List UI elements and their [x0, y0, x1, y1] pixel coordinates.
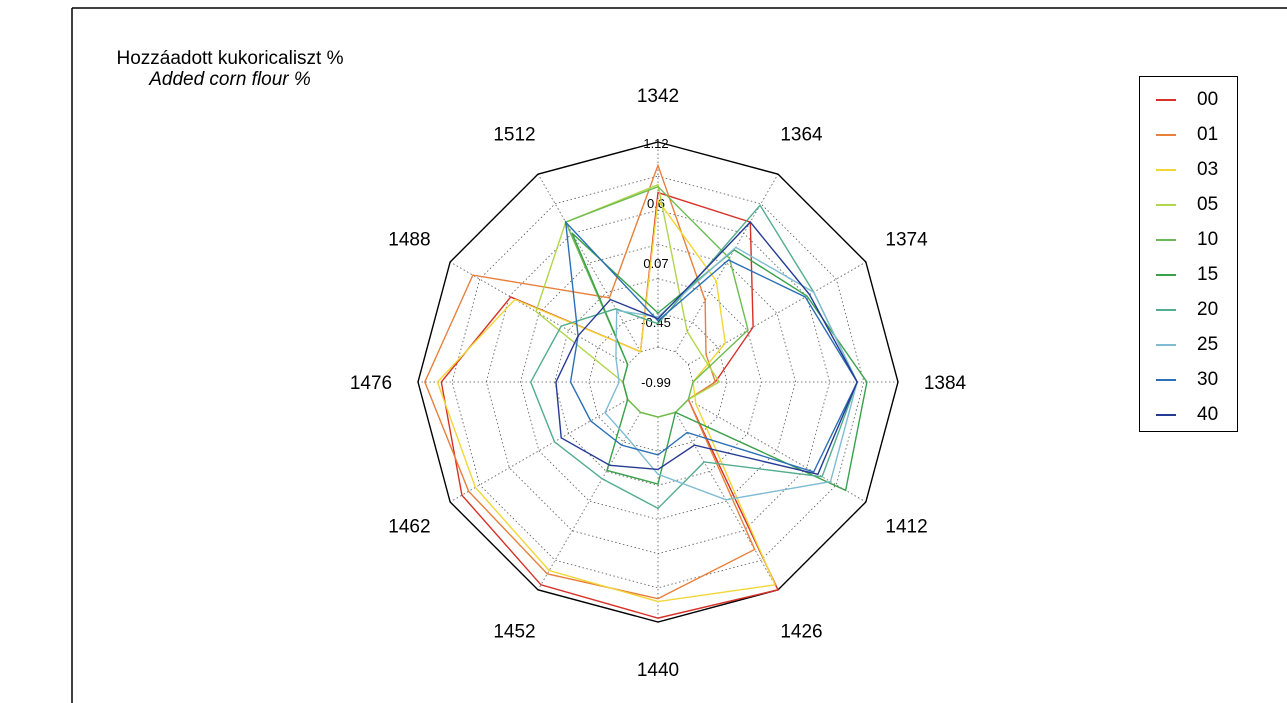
series-line-00	[440, 191, 780, 619]
legend-swatch	[1156, 99, 1176, 101]
series-line-01	[424, 163, 756, 600]
axis-label-1374: 1374	[885, 230, 928, 251]
legend-label: 05	[1197, 194, 1219, 215]
legend-swatch	[1156, 309, 1176, 311]
axis-label-1512: 1512	[493, 124, 535, 145]
legend-swatch	[1156, 169, 1176, 171]
legend-swatch	[1156, 379, 1176, 381]
radial-tick-label: 0.07	[643, 256, 668, 271]
legend-label: 30	[1197, 369, 1219, 390]
legend-swatch	[1156, 344, 1176, 346]
outer-polygon	[417, 141, 899, 623]
chart-title: Hozzáadott kukoricaliszt %	[116, 48, 344, 69]
chart-subtitle: Added corn flour %	[149, 69, 311, 90]
legend-item-15: 15	[1140, 257, 1239, 292]
axis-label-1384: 1384	[924, 373, 967, 394]
legend-label: 25	[1197, 334, 1219, 355]
axis-label-1462: 1462	[388, 517, 430, 538]
series-line-03	[436, 198, 777, 603]
series-line-15	[571, 232, 868, 492]
series-line-40	[555, 221, 858, 476]
axis-labels: 1342 1364 1374 1384 1412 1426 1440 1452 1462 1476…	[350, 86, 967, 681]
axis-label-1426: 1426	[780, 622, 822, 643]
legend-swatch	[1156, 239, 1176, 241]
legend-label: 15	[1197, 264, 1219, 285]
legend-swatch	[1156, 414, 1176, 416]
legend-label: 20	[1197, 299, 1219, 320]
radar-grid	[417, 141, 899, 623]
radial-tick-label: 1.12	[643, 136, 668, 151]
legend: 00 01 03 05 10 15 20 25 30 40	[1139, 76, 1238, 432]
axis-label-1364: 1364	[780, 124, 823, 145]
axis-label-1452: 1452	[493, 622, 535, 643]
series-lines	[424, 163, 868, 619]
axis-label-1488: 1488	[388, 230, 430, 251]
legend-item-10: 10	[1140, 222, 1239, 257]
series-line-30	[564, 220, 858, 473]
legend-swatch	[1156, 134, 1176, 136]
legend-item-03: 03	[1140, 152, 1239, 187]
legend-item-05: 05	[1140, 187, 1239, 222]
legend-label: 40	[1197, 404, 1219, 425]
legend-item-01: 01	[1140, 117, 1239, 152]
axis-label-1440: 1440	[637, 660, 679, 681]
legend-item-40: 40	[1140, 397, 1239, 432]
legend-label: 10	[1197, 229, 1219, 250]
legend-item-20: 20	[1140, 292, 1239, 327]
legend-swatch	[1156, 274, 1176, 276]
legend-item-00: 00	[1140, 82, 1239, 117]
legend-label: 01	[1197, 124, 1219, 145]
radial-tick-label: -0.99	[641, 375, 671, 390]
legend-item-25: 25	[1140, 327, 1239, 362]
legend-item-30: 30	[1140, 362, 1239, 397]
legend-swatch	[1156, 204, 1176, 206]
legend-label: 03	[1197, 159, 1219, 180]
radial-tick-labels: 1.120.60.07-0.45-0.99	[641, 136, 671, 390]
chart-title-block: Hozzáadott kukoricaliszt % Added corn fl…	[70, 48, 390, 90]
series-line-25	[604, 246, 858, 501]
legend-label: 00	[1197, 89, 1219, 110]
axis-label-1342: 1342	[637, 86, 679, 107]
axis-label-1412: 1412	[885, 517, 927, 538]
axis-label-1476: 1476	[350, 373, 392, 394]
grid-ring	[451, 175, 865, 589]
